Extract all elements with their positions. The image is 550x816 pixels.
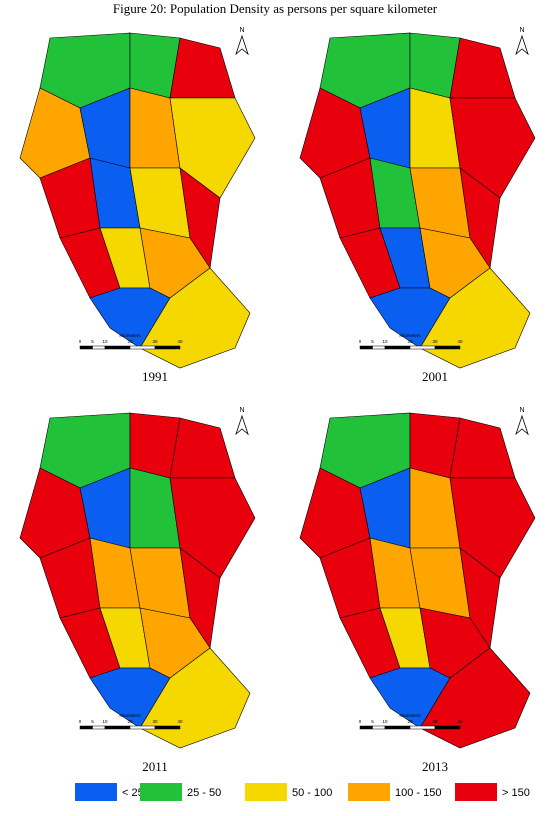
north-arrow	[235, 34, 249, 56]
panel-label: 2001	[422, 369, 448, 384]
legend-swatch	[140, 783, 182, 801]
scale-segment	[79, 725, 93, 730]
figure-title: Figure 20: Population Density as persons…	[113, 1, 438, 16]
map-panel: N Kilometers 0 5 10 20 30 40	[299, 27, 536, 369]
scale-tick: 30	[432, 339, 438, 344]
legend-label: > 150	[502, 787, 530, 799]
scale-tick: 20	[127, 339, 133, 344]
scale-tick: 10	[102, 719, 108, 724]
scale-segment	[359, 725, 373, 730]
district	[169, 477, 256, 579]
map-panel: N Kilometers 0 5 10 20 30 40	[299, 407, 536, 749]
scale-segment	[154, 345, 181, 350]
scale-tick: 30	[152, 719, 158, 724]
north-label: N	[519, 407, 524, 414]
scale-segment	[434, 725, 461, 730]
scale-title: Kilometers	[399, 713, 421, 718]
scale-tick: 10	[382, 339, 388, 344]
district	[449, 477, 536, 579]
scale-tick: 40	[457, 339, 463, 344]
scale-tick: 20	[127, 719, 133, 724]
scale-tick: 10	[102, 339, 108, 344]
district	[449, 97, 536, 199]
scale-tick: 40	[177, 719, 183, 724]
scale-tick: 30	[432, 719, 438, 724]
scale-tick: 20	[407, 339, 413, 344]
panel-label: 2011	[142, 759, 168, 774]
legend-label: 100 - 150	[395, 787, 441, 799]
scale-tick: 5	[91, 719, 94, 724]
scale-tick: 0	[359, 339, 362, 344]
scale-segment	[434, 345, 461, 350]
district	[169, 97, 256, 199]
legend-label: 25 - 50	[187, 787, 221, 799]
scale-tick: 5	[371, 719, 374, 724]
scale-segment	[129, 345, 156, 350]
district	[169, 37, 236, 99]
scale-segment	[129, 725, 156, 730]
scale-tick: 0	[79, 339, 82, 344]
legend-swatch	[245, 783, 287, 801]
north-arrow	[235, 414, 249, 436]
scale-segment	[372, 725, 386, 730]
scale-title: Kilometers	[119, 713, 141, 718]
legend-label: 50 - 100	[292, 787, 332, 799]
scale-segment	[359, 345, 373, 350]
scale-tick: 10	[382, 719, 388, 724]
north-label: N	[519, 27, 524, 34]
scale-segment	[409, 345, 436, 350]
scale-tick: 0	[359, 719, 362, 724]
north-arrow	[515, 414, 529, 436]
scale-segment	[104, 725, 131, 730]
north-arrow	[515, 34, 529, 56]
legend-swatch	[455, 783, 497, 801]
scale-tick: 30	[152, 339, 158, 344]
scale-title: Kilometers	[119, 333, 141, 338]
map-panel: N Kilometers 0 5 10 20 30 40	[19, 27, 256, 369]
district	[449, 417, 516, 479]
scale-segment	[79, 345, 93, 350]
scale-segment	[92, 725, 106, 730]
map-panel: N Kilometers 0 5 10 20 30 40	[19, 407, 256, 749]
panel-label: 1991	[142, 369, 168, 384]
scale-segment	[372, 345, 386, 350]
scale-tick: 40	[177, 339, 183, 344]
district	[449, 37, 516, 99]
scale-tick: 5	[371, 339, 374, 344]
scale-title: Kilometers	[399, 333, 421, 338]
scale-tick: 0	[79, 719, 82, 724]
legend-label: < 25	[122, 787, 144, 799]
scale-segment	[409, 725, 436, 730]
panel-label: 2013	[422, 759, 448, 774]
scale-tick: 40	[457, 719, 463, 724]
legend-swatch	[75, 783, 117, 801]
scale-segment	[384, 345, 411, 350]
north-label: N	[239, 27, 244, 34]
scale-segment	[104, 345, 131, 350]
scale-tick: 20	[407, 719, 413, 724]
scale-tick: 5	[91, 339, 94, 344]
district	[169, 417, 236, 479]
scale-segment	[154, 725, 181, 730]
legend-swatch	[348, 783, 390, 801]
north-label: N	[239, 407, 244, 414]
scale-segment	[384, 725, 411, 730]
scale-segment	[92, 345, 106, 350]
